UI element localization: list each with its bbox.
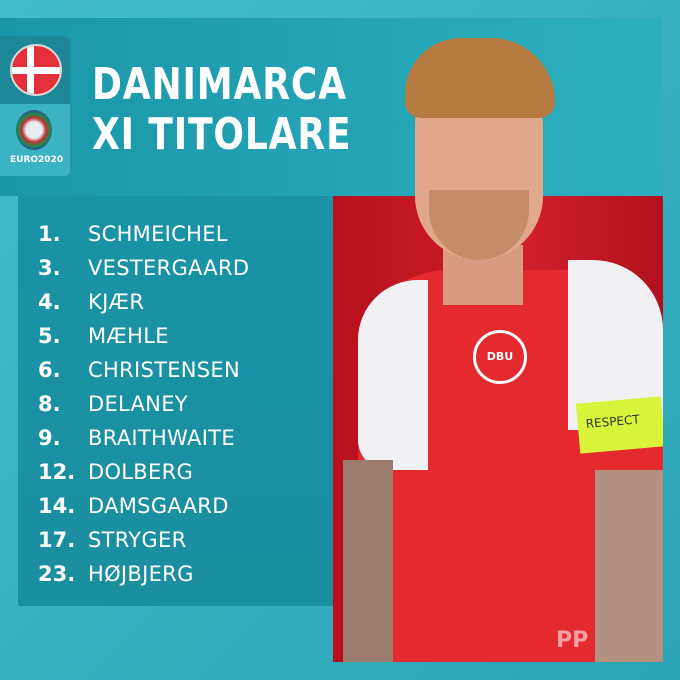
player-name: VESTERGAARD [88,256,250,280]
player-number: 1. [38,222,61,246]
lineup-row: 8. DELANEY [38,387,249,421]
player-number: 23. [38,562,76,586]
lineup-list: 1. SCHMEICHEL 3. VESTERGAARD 4. KJÆR 5. MÆHLE 6.… [38,217,249,591]
lineup-row: 5. MÆHLE [38,319,249,353]
denmark-flag-icon [10,44,62,96]
player-name: HØJBJERG [88,562,194,586]
player-number: 3. [38,256,61,280]
badge-column: EURO2020 [0,36,70,176]
player-number: 9. [38,426,61,450]
lineup-row: 3. VESTERGAARD [38,251,249,285]
player-name: MÆHLE [88,324,169,348]
lineup-row: 6. CHRISTENSEN [38,353,249,387]
player-name: STRYGER [88,528,187,552]
player-name: DELANEY [88,392,188,416]
lineup-row: 9. BRAITHWAITE [38,421,249,455]
player-photo: DBU RESPECT [333,30,663,662]
captain-armband: RESPECT [575,396,663,454]
lineup-row: 4. KJÆR [38,285,249,319]
euro2020-logo: EURO2020 [0,104,70,176]
lineup-row: 14. DAMSGAARD [38,489,249,523]
player-name: BRAITHWAITE [88,426,235,450]
player-name: KJÆR [88,290,145,314]
player-number: 8. [38,392,61,416]
player-number: 12. [38,460,76,484]
lineup-row: 1. SCHMEICHEL [38,217,249,251]
left-arm [343,460,393,662]
player-name: DOLBERG [88,460,194,484]
page-title: DANIMARCA XI TITOLARE [92,60,351,160]
right-arm [595,470,663,662]
euro2020-text: EURO2020 [10,155,64,165]
flag-box [0,36,70,104]
dbu-crest: DBU [473,330,527,384]
player-number: 6. [38,358,61,382]
hair [405,38,555,118]
player-number: 17. [38,528,76,552]
player-name: SCHMEICHEL [88,222,228,246]
trophy-icon [16,110,52,150]
player-number: 14. [38,494,76,518]
player-name: DAMSGAARD [88,494,229,518]
lineup-row: 17. STRYGER [38,523,249,557]
player-name: CHRISTENSEN [88,358,240,382]
watermark: PP [556,628,589,653]
title-line-2: XI TITOLARE [92,109,352,160]
player-number: 4. [38,290,61,314]
lineup-row: 23. HØJBJERG [38,557,249,591]
lineup-panel [18,196,334,606]
title-line-1: DANIMARCA [92,59,347,110]
player-number: 5. [38,324,61,348]
left-sleeve [358,280,428,470]
lineup-row: 12. DOLBERG [38,455,249,489]
